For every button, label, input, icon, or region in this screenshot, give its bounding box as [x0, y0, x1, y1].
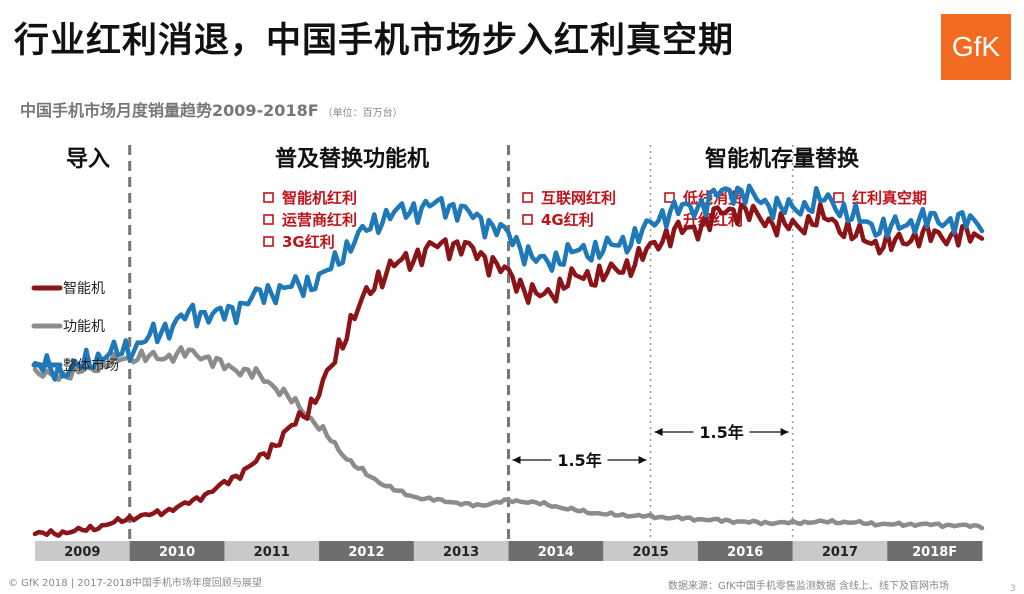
series-lines: [32, 183, 985, 538]
phase-labels: 导入 普及替换功能机 智能机存量替换: [66, 146, 860, 172]
year-cell-1: [129, 541, 225, 561]
annotation-0-2: 3G红利: [282, 233, 335, 251]
year-cell-2: [224, 541, 320, 561]
year-cell-3: [319, 541, 415, 561]
year-cell-8: [792, 541, 888, 561]
footer-copyright: © GfK 2018 | 2017-2018中国手机市场年度回顾与展望: [8, 578, 262, 589]
year-cell-6: [603, 541, 699, 561]
footer-source: 数据来源：GfK中国手机零售监测数据 含线上、线下及官网市场: [668, 581, 950, 592]
year-label-2: 2011: [254, 545, 290, 560]
year-cell-9: [887, 541, 983, 561]
year-label-7: 2016: [727, 545, 763, 560]
span-arrow-r-0: [638, 456, 647, 464]
year-label-5: 2014: [538, 545, 574, 560]
year-label-6: 2015: [632, 545, 668, 560]
phase-label-1: 普及替换功能机: [275, 146, 429, 172]
duration-spans: 1.5年 1.5年: [512, 423, 789, 470]
annotation-marker-0-2: [263, 236, 274, 247]
span-label-1: 1.5年: [699, 423, 743, 442]
annotation-marker-1-1: [522, 214, 533, 225]
year-cell-7: [697, 541, 794, 561]
page-title: 行业红利消退，中国手机市场步入红利真空期: [14, 21, 735, 61]
year-label-8: 2017: [822, 545, 858, 560]
span-label-0: 1.5年: [557, 451, 601, 470]
annotation-marker-0-1: [263, 214, 274, 225]
phase-label-2: 智能机存量替换: [705, 146, 860, 172]
series-line-2: [32, 183, 985, 382]
annotation-marker-0-0: [263, 192, 274, 203]
year-label-1: 2010: [159, 545, 195, 560]
legend-label-1: 功能机: [63, 319, 105, 335]
annotation-1-0: 互联网红利: [541, 189, 616, 207]
page-number: 3: [1010, 584, 1016, 594]
legend-label-0: 智能机: [63, 281, 105, 297]
annotation-1-1: 4G红利: [541, 211, 594, 229]
series-line-1: [32, 345, 985, 531]
span-arrow-r-1: [780, 428, 789, 436]
legend-label-2: 整体市场: [63, 357, 119, 374]
chart-subtitle: 中国手机市场月度销量趋势2009-2018F （单位：百万台）: [20, 97, 403, 121]
year-label-0: 2009: [64, 545, 100, 560]
year-label-3: 2012: [348, 545, 384, 560]
year-cell-0: [35, 541, 131, 561]
span-arrow-l-0: [512, 456, 521, 464]
phase-label-0: 导入: [66, 147, 110, 172]
subtitle-text: 中国手机市场月度销量趋势2009-2018F: [20, 101, 319, 120]
year-label-4: 2013: [443, 545, 479, 560]
annotation-marker-1-0: [522, 192, 533, 203]
unit-label: （单位：百万台）: [322, 108, 403, 119]
year-cell-5: [508, 541, 604, 561]
year-axis: 2009 2010 2011 2012 2013 2014 2015 2016 2017 2018…: [35, 541, 983, 561]
year-label-9: 2018F: [912, 545, 957, 560]
annotation-marker-2-0: [664, 192, 675, 203]
annotation-3-0: 红利真空期: [852, 189, 927, 207]
annotation-marker-3-0: [833, 192, 844, 203]
phase-dividers: [128, 145, 794, 540]
span-arrow-l-1: [654, 428, 663, 436]
annotation-0-1: 运营商红利: [282, 211, 357, 229]
series-line-0: [32, 201, 985, 538]
annotation-0-0: 智能机红利: [282, 189, 357, 207]
annotation-2-0: 低线消费: [682, 189, 743, 207]
gfk-logo: GfK: [941, 14, 1011, 80]
year-cell-4: [413, 541, 509, 561]
